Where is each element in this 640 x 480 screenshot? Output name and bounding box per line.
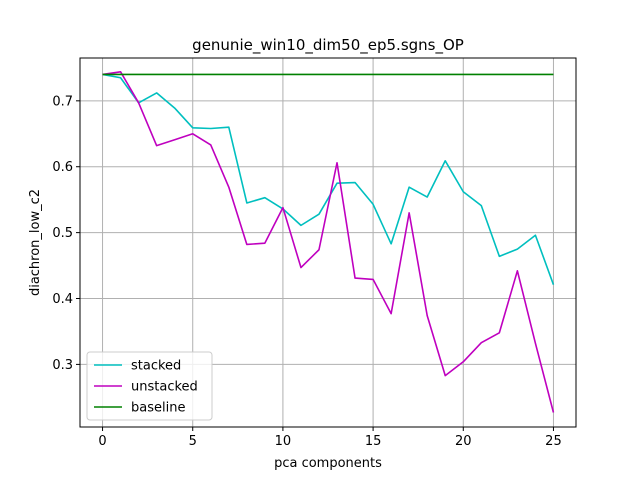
x-tick-label: 10 [275,434,292,449]
y-tick-label: 0.4 [52,292,73,307]
axis-ticks: 0 5 10 15 20 25 0.3 0.4 0.5 0.6 0.7 [52,94,561,449]
legend: stacked unstacked baseline [86,351,213,421]
series-lines [102,71,555,413]
y-tick-label: 0.7 [52,94,73,109]
legend-label-unstacked: unstacked [131,380,198,395]
y-tick-label: 0.6 [52,160,73,175]
series-line-unstacked [102,71,555,413]
x-tick-label: 15 [365,434,382,449]
legend-label-stacked: stacked [131,359,181,374]
legend-box [86,351,213,421]
y-tick-label: 0.3 [52,358,73,373]
x-tick-label: 0 [98,434,106,449]
plot-frame [79,57,577,428]
y-axis-title: diachron_low_c2 [28,189,43,296]
y-tick-label: 0.5 [52,226,73,241]
x-tick-label: 20 [455,434,472,449]
legend-label-baseline: baseline [131,401,185,416]
series-line-stacked [102,73,555,285]
x-axis-title: pca components [274,456,382,471]
x-tick-label: 5 [189,434,197,449]
grid [80,58,576,427]
chart-title: genunie_win10_dim50_ep5.sgns_OP [192,36,464,55]
x-tick-label: 25 [545,434,562,449]
